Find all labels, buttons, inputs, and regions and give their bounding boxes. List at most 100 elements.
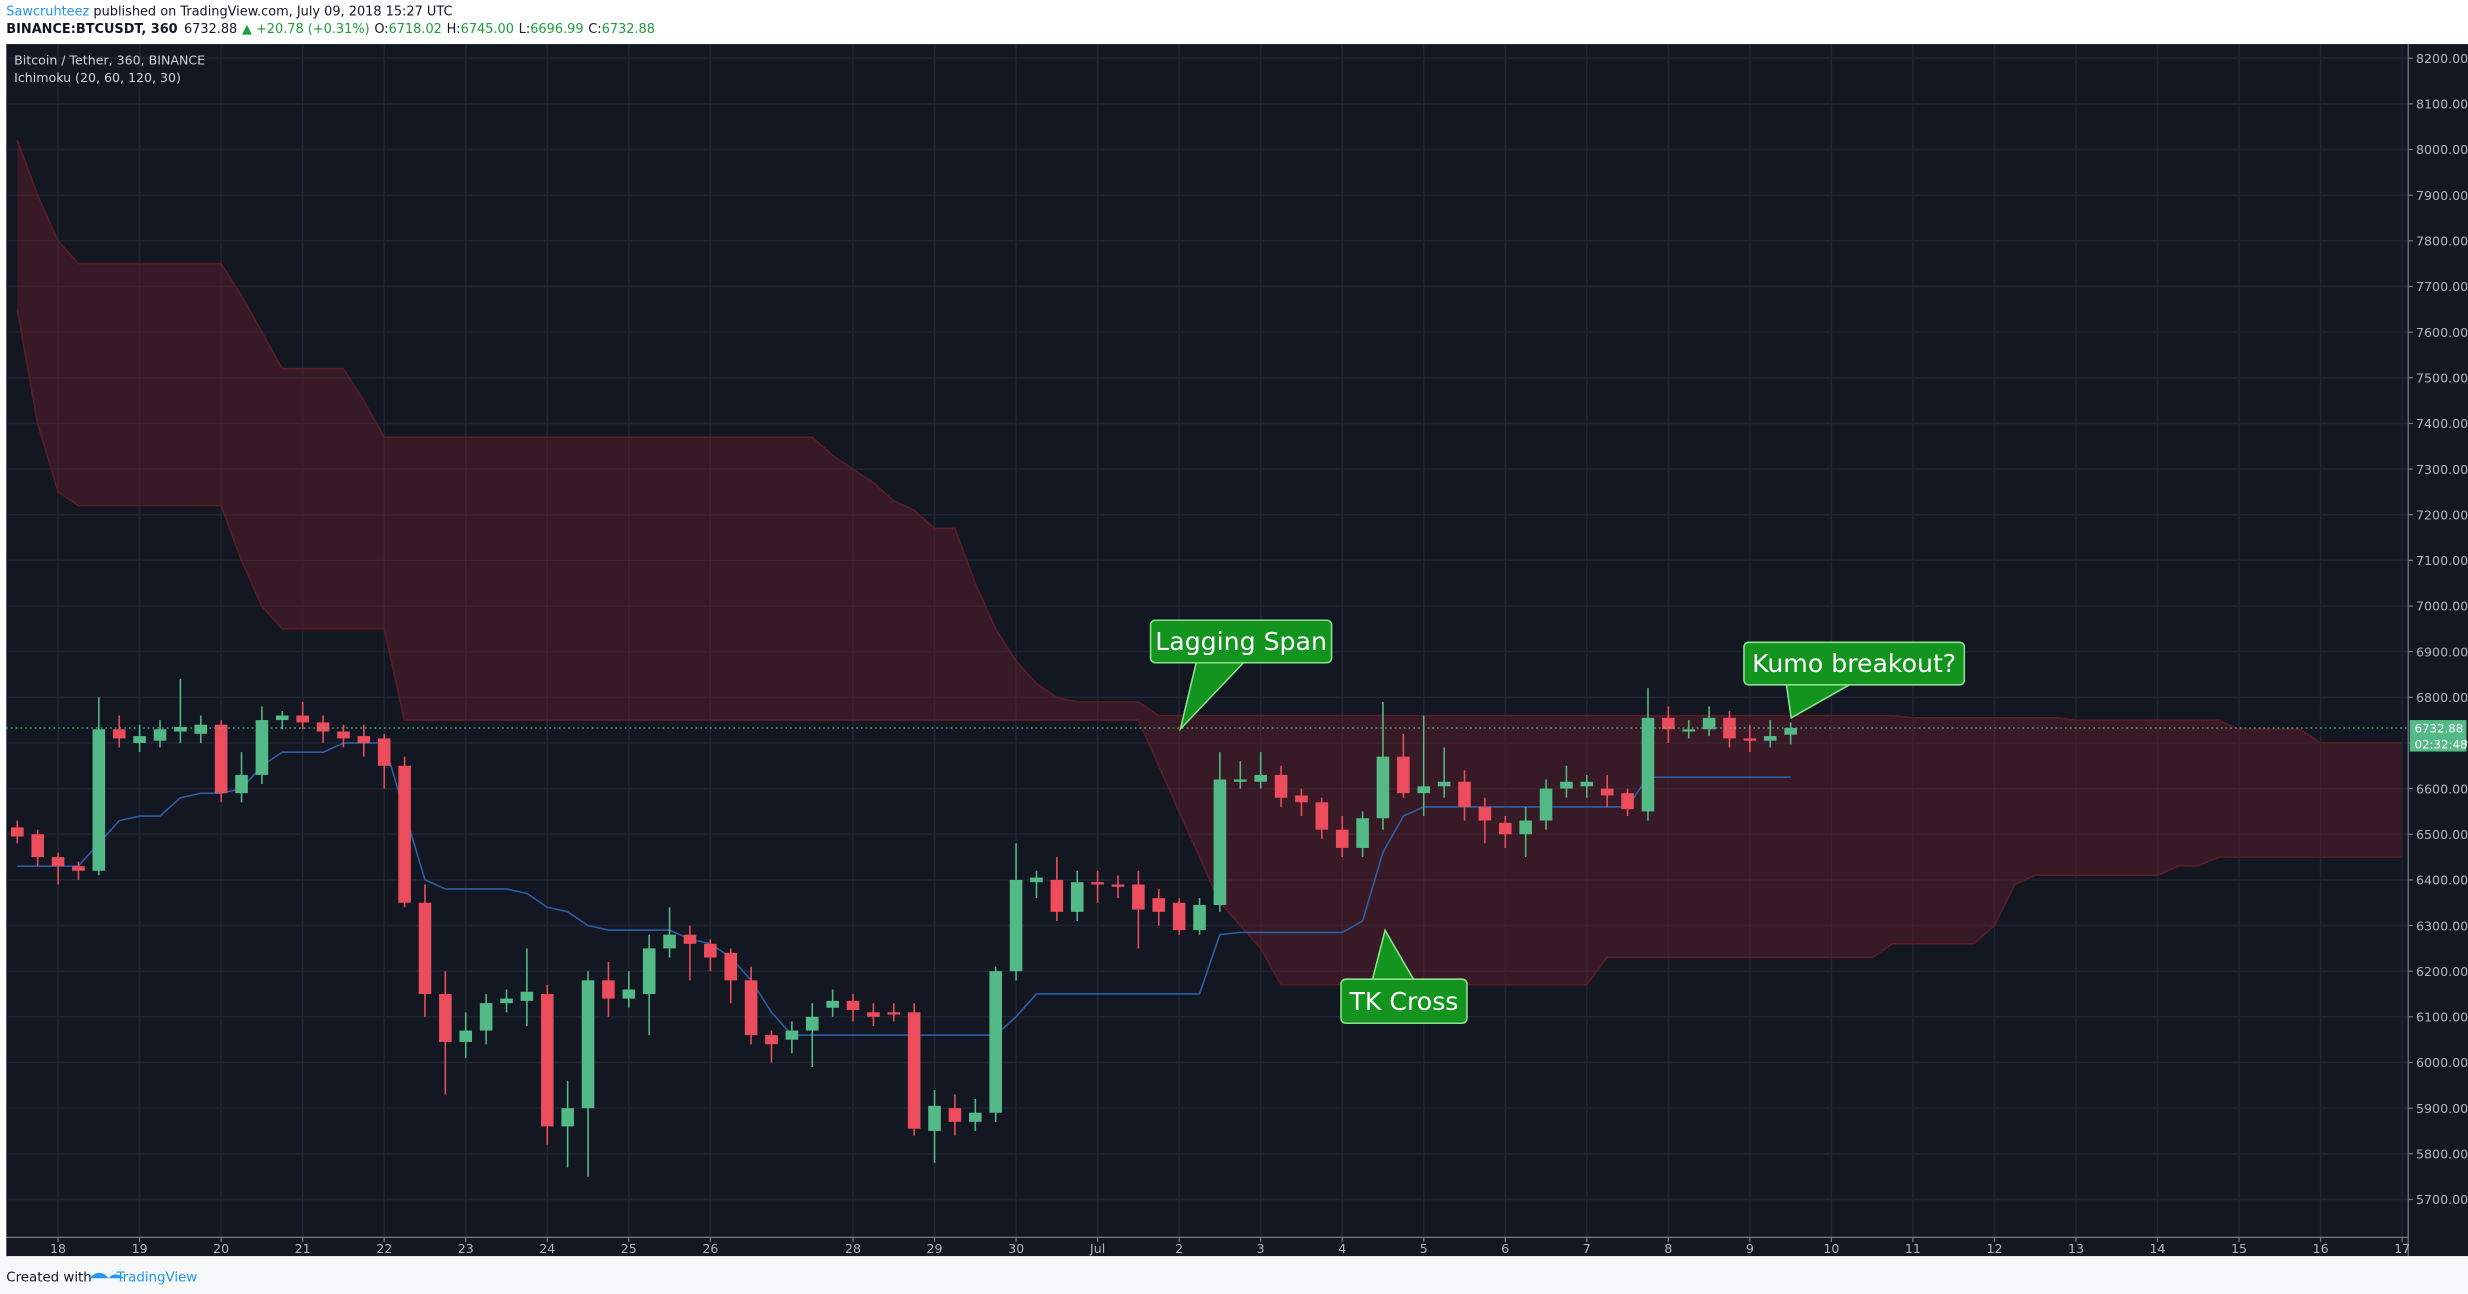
candle-body [92, 729, 106, 871]
candle-body [1539, 788, 1553, 821]
countdown-label: 02:32:48 [2414, 737, 2467, 751]
author[interactable]: Sawcruhteez [6, 5, 89, 20]
candle-body [377, 738, 391, 766]
candle-body [1641, 717, 1655, 812]
candle-body [357, 736, 371, 743]
open-value: 6718.02 [389, 22, 442, 37]
candle-body [1478, 806, 1492, 821]
close-value: 6732.88 [602, 22, 655, 37]
candle-body [1111, 884, 1125, 887]
x-tick-label: 4 [1338, 1241, 1346, 1256]
x-tick-label: 21 [295, 1241, 311, 1256]
y-tick-label: 8100.00 [2416, 97, 2468, 112]
candle-body [1417, 786, 1431, 794]
y-tick-label: 6200.00 [2416, 964, 2468, 979]
last-price-label: 6732.88 [2414, 722, 2463, 736]
candle-body [1763, 736, 1777, 741]
candle-body [540, 994, 554, 1127]
symbol: BINANCE:BTCUSDT, 360 [6, 22, 177, 37]
candle-body [296, 715, 309, 723]
candle-body [1662, 717, 1675, 730]
candle-body [622, 989, 636, 999]
candle-body [1743, 738, 1757, 741]
candle-body [439, 994, 452, 1042]
candle-body [887, 1012, 901, 1015]
candle-body [1213, 779, 1227, 906]
candle-body [1519, 820, 1532, 835]
candle-body [500, 998, 513, 1004]
y-tick-label: 7000.00 [2416, 599, 2468, 614]
candle-body [153, 729, 167, 741]
candle-body [704, 943, 717, 958]
y-tick-label: 7800.00 [2416, 234, 2468, 249]
candle-body [398, 765, 411, 903]
candle-body [1437, 781, 1451, 787]
last-price-tag [2409, 720, 2467, 752]
candle-body [602, 980, 615, 999]
candle-body [663, 934, 676, 949]
candle-body [1132, 884, 1145, 910]
callout-text: Lagging Span [1155, 627, 1327, 656]
footer-logo [89, 1272, 125, 1279]
x-tick-label: 14 [2150, 1241, 2166, 1256]
x-tick-label: 29 [927, 1241, 943, 1256]
header-line: Sawcruhteez published on TradingView.com… [6, 5, 452, 20]
y-tick-label: 7200.00 [2416, 507, 2468, 522]
candle-body [1335, 829, 1349, 848]
candle-body [1254, 774, 1267, 782]
candle-body [1193, 905, 1206, 931]
candle-body [1702, 717, 1716, 730]
axes: 5700.00 5800.00 5900.00 6000.00 6100.00 6200.… [6, 44, 2468, 1257]
callout-box [1340, 978, 1468, 1025]
low-value: 6696.99 [530, 22, 583, 37]
candle-body [520, 991, 534, 1001]
x-tick-label: 10 [1823, 1241, 1839, 1256]
x-tick-label: 20 [213, 1241, 229, 1256]
callout-box [1149, 619, 1333, 664]
candle-body [846, 1000, 860, 1010]
candle-body [1152, 898, 1166, 912]
x-tick-label: 8 [1664, 1241, 1672, 1256]
y-tick-label: 7100.00 [2416, 553, 2468, 568]
y-tick-label: 8200.00 [2416, 51, 2468, 66]
candle-body [1295, 795, 1308, 803]
footer-background [0, 1256, 2468, 1294]
candle-body [72, 866, 85, 871]
x-tick-label: 28 [845, 1241, 861, 1256]
y-tick-label: 5900.00 [2416, 1101, 2468, 1116]
x-tick-label: 15 [2231, 1241, 2247, 1256]
y-tick-label: 6000.00 [2416, 1055, 2468, 1070]
footer-brand[interactable]: TradingView [115, 1270, 197, 1285]
candle-body [785, 1030, 799, 1040]
candle-body [479, 1003, 493, 1031]
plot [6, 140, 2409, 1177]
candle-body [1009, 879, 1023, 972]
y-tick-label: 8000.00 [2416, 142, 2468, 157]
candle-body [1030, 877, 1043, 883]
candle-body [1560, 781, 1573, 789]
candle-body [1600, 788, 1614, 796]
candle-body [683, 934, 697, 944]
x-tick-label: 30 [1008, 1241, 1024, 1256]
candle-body [133, 736, 146, 743]
candle-body [255, 720, 269, 775]
candle-body [337, 731, 350, 739]
close-label: C: [588, 22, 601, 37]
y-tick-label: 6400.00 [2416, 873, 2468, 888]
x-tick-label: 2 [1175, 1241, 1183, 1256]
candle-body [948, 1108, 962, 1122]
candle-body [867, 1012, 880, 1017]
candle-body [1458, 781, 1471, 807]
candle-body [316, 722, 330, 732]
footer-created: Created with [6, 1270, 91, 1285]
x-tick-label: 7 [1583, 1241, 1591, 1256]
x-tick-label: 6 [1501, 1241, 1509, 1256]
candle-body [1621, 793, 1634, 810]
y-tick-label: 7400.00 [2416, 416, 2468, 431]
y-tick-label: 5800.00 [2416, 1147, 2468, 1162]
y-tick-label: 7300.00 [2416, 462, 2468, 477]
indicator-label: Ichimoku (20, 60, 120, 30) [14, 70, 181, 85]
y-tick-label: 7600.00 [2416, 325, 2468, 340]
